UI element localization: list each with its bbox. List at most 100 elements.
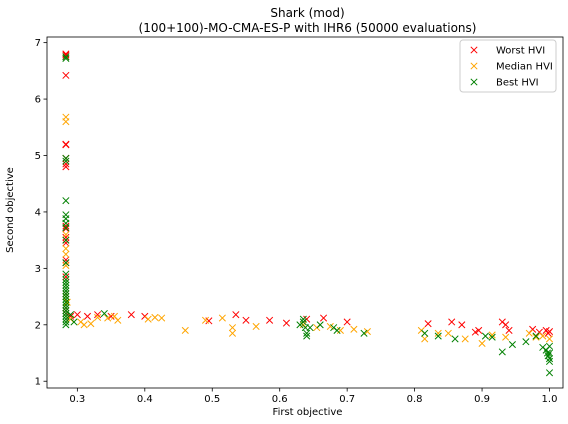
data-point-marker (434, 332, 442, 340)
data-point-marker (488, 331, 496, 339)
data-point-marker (424, 320, 432, 328)
data-point-marker (62, 276, 70, 284)
x-tick-label: 0.8 (407, 394, 423, 405)
data-point-marker (62, 281, 70, 289)
data-point-marker (481, 332, 489, 340)
data-point-marker (545, 335, 554, 343)
legend: Worst HVI Median HVI Best HVI (459, 39, 557, 93)
data-point-marker (181, 326, 189, 334)
legend-entry-label: Worst HVI (496, 46, 545, 57)
data-point-marker (532, 332, 540, 340)
x-axis-ticks: 0.3 0.4 0.5 0.6 0.7 0.8 0.9 1.0 (69, 388, 557, 405)
data-point-marker (502, 333, 510, 341)
x-tick-label: 0.6 (272, 394, 288, 405)
data-point-marker (543, 349, 552, 357)
data-point-marker (104, 314, 112, 322)
chart-title: Shark (mod) (270, 6, 344, 20)
data-point-marker (62, 287, 70, 295)
data-point-marker (62, 270, 70, 278)
data-point-marker (266, 316, 274, 324)
data-point-marker (525, 329, 533, 337)
data-point-marker (502, 321, 510, 329)
y-tick-label: 4 (35, 207, 41, 218)
data-point-marker (498, 348, 506, 356)
data-point-marker (62, 230, 70, 239)
data-point-marker (62, 256, 70, 264)
data-point-marker (62, 141, 70, 149)
data-point-marker (545, 328, 554, 336)
data-point-marker (434, 329, 442, 337)
legend-entry-label: Median HVI (496, 62, 553, 73)
data-point-marker (62, 298, 70, 306)
data-point-marker (62, 160, 70, 168)
data-point-marker (62, 278, 70, 287)
data-point-marker (62, 239, 70, 247)
data-point-marker (303, 332, 311, 340)
data-point-marker (62, 250, 70, 258)
data-point-marker (87, 320, 95, 328)
data-point-marker (158, 314, 166, 322)
data-point-marker (80, 321, 88, 329)
data-point-marker (421, 335, 429, 343)
data-point-marker (299, 315, 307, 323)
data-point-marker (545, 342, 554, 350)
plot-area-frame (46, 36, 564, 389)
data-point-marker (336, 326, 344, 334)
data-point-marker (62, 51, 70, 59)
data-point-marker (545, 355, 554, 363)
data-point-marker (62, 197, 70, 205)
data-point-marker (73, 311, 81, 319)
data-point-marker (316, 321, 324, 329)
data-point-marker (475, 326, 483, 334)
chart-subtitle: (100+100)-MO-CMA-ES-P with IHR6 (50000 e… (139, 21, 477, 35)
data-point-marker (363, 328, 371, 336)
x-axis-label: First objective (273, 407, 343, 418)
data-point-marker (458, 321, 466, 329)
y-tick-label: 6 (35, 95, 41, 106)
data-point-marker (448, 318, 456, 326)
legend-entry-label: Best HVI (496, 78, 539, 89)
y-tick-label: 1 (35, 377, 41, 388)
data-point-marker (350, 325, 358, 333)
data-point-marker (62, 225, 70, 233)
data-point-marker (94, 311, 102, 319)
data-point-marker (545, 349, 554, 357)
data-point-marker (62, 154, 70, 162)
data-point-marker (94, 313, 102, 322)
data-point-marker (62, 284, 70, 292)
data-point-marker (100, 309, 108, 318)
data-point-marker (62, 307, 70, 315)
data-point-marker (444, 329, 452, 337)
data-point-marker (62, 157, 70, 165)
data-point-marker (228, 329, 237, 337)
data-point-marker (319, 314, 328, 322)
data-point-marker (83, 312, 92, 320)
data-point-marker (114, 316, 122, 324)
data-point-marker (545, 369, 554, 377)
data-point-marker (62, 290, 70, 298)
x-tick-label: 0.3 (69, 394, 85, 405)
data-point-marker (127, 311, 135, 319)
data-point-marker (299, 318, 307, 326)
data-point-marker (62, 163, 70, 171)
y-tick-label: 2 (35, 320, 41, 331)
data-point-marker (218, 314, 226, 322)
x-tick-label: 0.5 (204, 394, 220, 405)
data-point-marker (333, 326, 341, 334)
data-point-marker (522, 338, 530, 346)
data-point-marker (62, 224, 70, 232)
data-point-marker (62, 312, 70, 320)
data-point-marker (306, 324, 314, 332)
data-point-marker (539, 332, 547, 340)
data-point-marker (62, 71, 70, 79)
data-point-marker (62, 304, 70, 312)
data-point-marker (62, 261, 70, 270)
data-point-marker (232, 311, 240, 319)
data-point-marker (144, 315, 152, 323)
data-point-marker (62, 118, 70, 126)
data-point-marker (62, 318, 70, 326)
x-tick-label: 0.9 (474, 394, 490, 405)
data-point-marker (62, 259, 70, 267)
data-point-marker (303, 329, 311, 337)
